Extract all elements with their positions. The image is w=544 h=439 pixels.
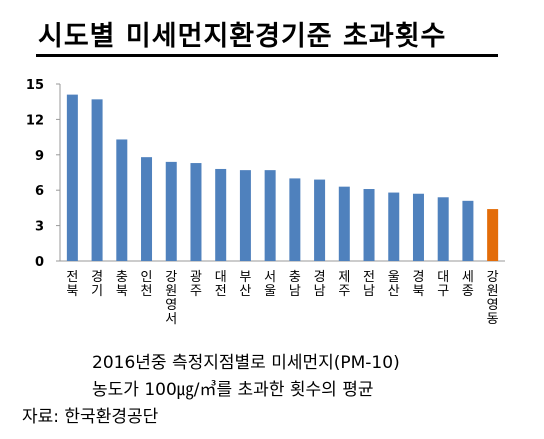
bar [338, 186, 350, 261]
bars [66, 94, 499, 262]
bar [462, 200, 474, 261]
bar [165, 161, 177, 261]
chart-title: 시도별 미세먼지환경기준 초과횟수 [38, 21, 447, 52]
bar [215, 168, 227, 261]
bar [437, 197, 449, 261]
source-note: 자료: 한국환경공단 [22, 407, 159, 427]
y-tick-labels: 0 3 6 9 12 15 [26, 78, 44, 270]
bar [289, 178, 301, 261]
bar [314, 179, 326, 261]
axes [56, 83, 505, 262]
bar [239, 170, 251, 261]
y-tick-label: 9 [35, 149, 44, 164]
y-tick-label: 12 [26, 113, 44, 128]
bar [363, 189, 375, 261]
bar [66, 94, 78, 262]
bar [141, 157, 153, 261]
bar [190, 163, 202, 261]
bar [412, 193, 424, 261]
y-tick-label: 3 [35, 220, 44, 235]
bar [487, 209, 499, 261]
y-tick-label: 6 [35, 184, 44, 199]
caption-line-1: 2016년중 측정지점별로 미세먼지(PM-10) [92, 353, 400, 373]
caption-line-2: 농도가 100㎍/㎥를 초과한 횟수의 평균 [92, 380, 374, 400]
bar [264, 170, 276, 261]
y-tick-label: 0 [35, 255, 44, 270]
x-category-labels: 전 북 경 기 충 북 인 천 강 원 영 서 광 주 대 전 부 산 서 울 충 남 경 남 제 주 전 남 울 산 경 북 대 구 세 종 강 원 영 동 [66, 270, 498, 327]
title-underline [36, 54, 498, 57]
y-tick-label: 15 [26, 78, 44, 93]
bar [116, 139, 128, 261]
bar [91, 99, 103, 261]
bar [388, 192, 400, 261]
